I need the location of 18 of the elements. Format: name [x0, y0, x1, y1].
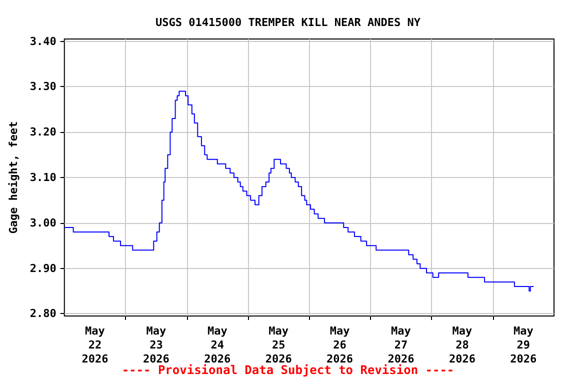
x-tick-label: May 24 2026 — [204, 324, 232, 366]
y-tick-label: 3.30 — [30, 80, 56, 94]
x-tick-label: May 22 2026 — [82, 324, 109, 366]
y-axis-title: Gage height, feet — [7, 121, 20, 234]
x-tick-label: May 28 2026 — [448, 324, 476, 366]
y-tick-label: 2.80 — [30, 307, 56, 320]
x-tick-label: May 23 2026 — [142, 324, 170, 366]
x-tick-label: May 27 2026 — [388, 324, 415, 366]
chart-title: USGS 01415000 TREMPER KILL NEAR ANDES NY — [156, 16, 421, 29]
y-tick-label: 3.00 — [30, 216, 56, 230]
y-tick-label: 3.40 — [30, 34, 56, 48]
y-tick-label: 3.10 — [30, 171, 56, 184]
x-tick-label: May 26 2026 — [326, 324, 354, 366]
text: ---- Provisional Data Subject to Revision ---- — [122, 363, 454, 377]
y-tick-label: 3.20 — [30, 126, 56, 139]
x-tick-label: May 29 2026 — [510, 324, 538, 366]
x-tick-label: May 25 2026 — [265, 324, 292, 366]
y-tick-label: 2.90 — [30, 262, 56, 275]
